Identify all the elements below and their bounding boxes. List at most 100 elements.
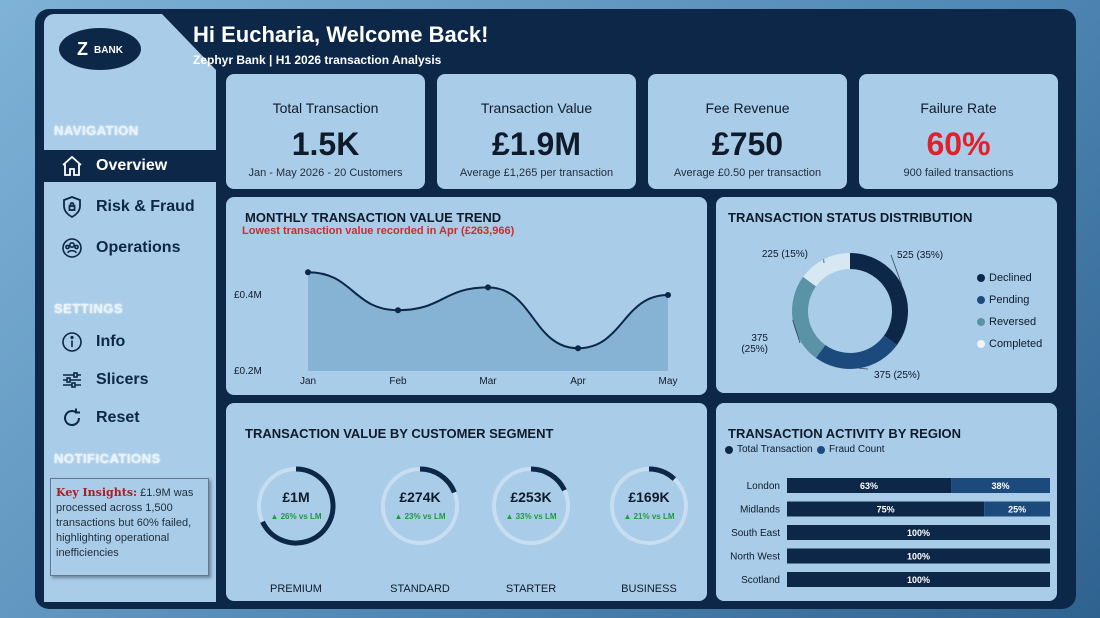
reset-icon <box>64 408 81 427</box>
kpi-title: Fee Revenue <box>705 100 790 116</box>
legend-dot <box>817 445 825 454</box>
trend-point <box>485 284 491 291</box>
segment-change: ▲ 23% vs LM <box>394 512 446 521</box>
donut-leader-line <box>859 367 869 370</box>
kpi-value: £1.9M <box>492 126 581 162</box>
nav-item-label: Overview <box>96 157 168 174</box>
segment-change: ▲ 26% vs LM <box>270 512 322 521</box>
settings-item-reset[interactable]: Reset <box>44 402 216 434</box>
legend-label: Completed <box>989 338 1043 350</box>
gauge-arc-standard <box>419 466 457 494</box>
legend-item-completed[interactable]: Completed <box>977 338 1042 350</box>
region-title: TRANSACTION ACTIVITY BY REGION <box>728 426 962 441</box>
trend-point <box>395 307 401 314</box>
navigation-label: NAVIGATION <box>54 123 139 138</box>
logo-text: BANK <box>94 45 123 56</box>
status-title: TRANSACTION STATUS DISTRIBUTION <box>728 210 973 225</box>
settings-item-info[interactable]: Info <box>44 326 216 358</box>
status-donut-chart: 525 (35%) 375 (25%) 375 (25%) 225 (15%) <box>741 249 943 381</box>
kpi-card-total-transaction: Total Transaction 1.5K Jan - May 2026 - … <box>226 74 425 189</box>
region-data-label: 100% <box>907 575 930 585</box>
region-label: London <box>747 481 780 492</box>
donut-data-label: 375 (25%) <box>874 370 920 381</box>
region-bar-total <box>787 478 952 493</box>
kpi-subtext: 900 failed transactions <box>903 167 1014 179</box>
x-tick-label: May <box>659 376 678 387</box>
donut-data-label: 375 (25%) <box>741 333 768 355</box>
region-data-label: 25% <box>1008 505 1026 515</box>
donut-slice-completed <box>803 253 851 287</box>
region-bar-total <box>787 548 1050 564</box>
legend-item-reversed[interactable]: Reversed <box>977 316 1036 328</box>
segment-change: ▲ 21% vs LM <box>623 512 675 521</box>
gauge-arc-premium <box>260 466 336 546</box>
trend-note: Lowest transaction value recorded in Apr… <box>242 225 515 237</box>
bank-logo[interactable]: Z BANK <box>59 28 141 70</box>
kpi-title: Total Transaction <box>272 100 379 116</box>
settings-item-label: Info <box>96 333 126 350</box>
region-label: Midlands <box>740 505 780 516</box>
notifications-label: NOTIFICATIONS <box>54 451 161 466</box>
legend-dot <box>977 274 985 282</box>
settings-item-slicers[interactable]: Slicers <box>44 364 216 396</box>
trend-chart: Jan Feb Mar Apr May £0.4M £0.2M <box>234 269 678 387</box>
region-data-label: 100% <box>907 552 930 562</box>
logo-mark: Z <box>77 38 89 59</box>
x-tick-label: Mar <box>479 376 497 387</box>
kpi-subtext: Jan - May 2026 - 20 Customers <box>248 167 403 179</box>
segment-value: £1M <box>282 489 310 505</box>
region-bar-total <box>787 525 1050 540</box>
kpi-card-transaction-value: Transaction Value £1.9M Average £1,265 p… <box>437 74 636 189</box>
segment-label-standard: STANDARD <box>390 583 450 595</box>
segment-value: £169K <box>628 489 670 505</box>
region-data-label: 100% <box>907 528 930 538</box>
key-insights-box: Key Insights: £1.9M was processed across… <box>50 478 209 576</box>
legend-label: Reversed <box>989 316 1037 328</box>
legend-label: Pending <box>989 294 1030 306</box>
legend-dot <box>725 445 733 454</box>
settings-label: SETTINGS <box>54 301 124 316</box>
segment-panel <box>226 403 707 601</box>
gauge-arc-starter <box>530 466 567 492</box>
kpi-value: 1.5K <box>291 126 360 162</box>
trend-point <box>305 269 311 276</box>
donut-data-label: 225 (15%) <box>762 249 808 260</box>
trend-area <box>308 272 668 371</box>
legend-dot <box>977 318 985 326</box>
nav-item-operations[interactable]: Operations <box>44 232 216 264</box>
page-title: Hi Eucharia, Welcome Back! <box>193 22 489 47</box>
legend-item-pending[interactable]: Pending <box>977 294 1029 306</box>
trend-title: MONTHLY TRANSACTION VALUE TREND <box>245 210 502 225</box>
segment-value: £274K <box>399 489 441 505</box>
sliders-icon <box>63 372 81 388</box>
status-panel <box>716 197 1057 393</box>
gauge-track <box>610 467 688 545</box>
region-bar-fraud <box>951 478 1050 493</box>
kpi-value: £750 <box>711 126 784 162</box>
nav-item-risk-fraud[interactable]: Risk & Fraud <box>44 191 216 223</box>
region-label: North West <box>730 552 780 563</box>
legend-item-declined[interactable]: Declined <box>977 272 1032 284</box>
home-icon <box>62 155 82 176</box>
segment-label-business: BUSINESS <box>621 583 677 595</box>
segment-gauges <box>257 466 688 546</box>
legend-dot <box>977 296 985 304</box>
region-bar-total <box>787 501 985 517</box>
page-subtitle: Zephyr Bank | H1 2026 transaction Analys… <box>193 53 442 67</box>
legend-item-fraud-count[interactable]: Fraud Count <box>817 444 885 455</box>
region-bar-total <box>787 572 1050 587</box>
gauge-arc-business <box>648 466 677 481</box>
kpi-card-failure-rate: Failure Rate 60% 900 failed transactions <box>859 74 1058 189</box>
kpi-subtext: Average £1,265 per transaction <box>459 167 614 179</box>
x-tick-label: Feb <box>389 376 407 387</box>
kpi-title: Transaction Value <box>480 100 593 116</box>
region-label: South East <box>731 528 780 539</box>
region-data-label: 75% <box>877 505 895 515</box>
segment-label-premium: PREMIUM <box>270 583 322 595</box>
settings-item-label: Slicers <box>96 371 149 388</box>
legend-item-total-transaction[interactable]: Total Transaction <box>725 444 813 455</box>
nav-item-overview[interactable]: Overview <box>44 150 216 182</box>
x-tick-label: Apr <box>570 376 586 387</box>
trend-point <box>665 292 671 298</box>
donut-data-label: 525 (35%) <box>897 250 943 261</box>
